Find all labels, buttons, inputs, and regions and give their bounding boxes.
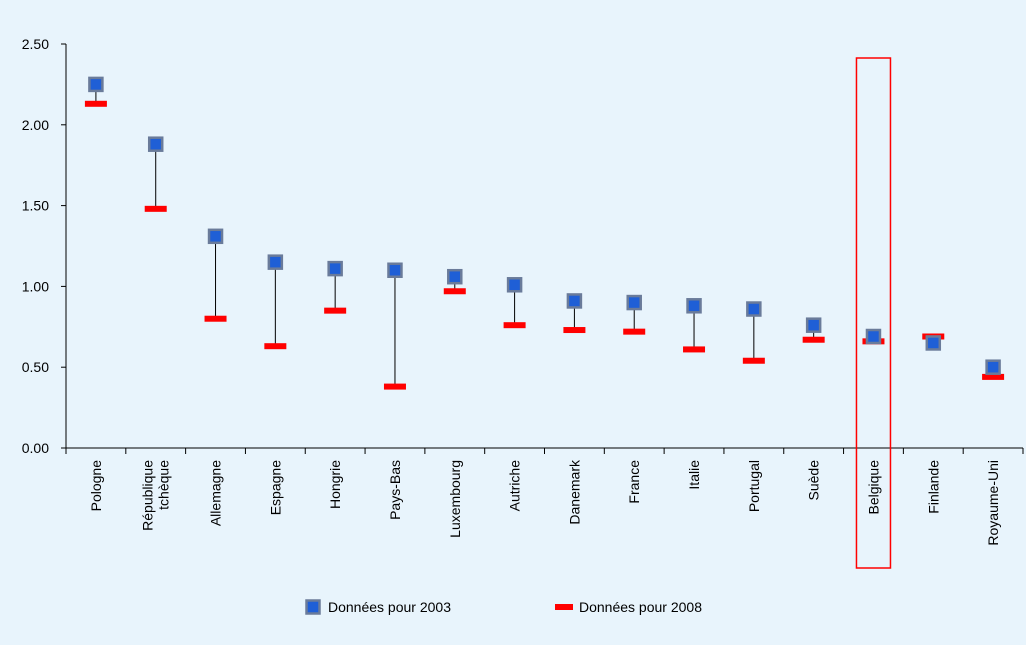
marker-2008 — [623, 328, 646, 335]
x-tick-label-line: Pays-Bas — [387, 460, 403, 520]
y-tick-label: 0.50 — [22, 359, 49, 375]
x-tick-label: Pologne — [88, 460, 104, 512]
x-tick-label: Suède — [806, 460, 822, 501]
x-tick-label-line: Allemagne — [208, 460, 224, 526]
marker-2003 — [865, 328, 882, 345]
marker-2003 — [985, 359, 1001, 375]
marker-2003 — [506, 277, 523, 293]
legend-label-2003: Données pour 2003 — [328, 599, 451, 615]
marker-2003 — [447, 268, 463, 285]
marker-2008 — [204, 315, 227, 322]
x-tick-label: République tchèque — [140, 460, 172, 531]
marker-2003 — [626, 294, 642, 311]
x-tick-label-line: Finlande — [925, 460, 941, 514]
y-tick-label: 1.50 — [22, 198, 49, 214]
x-tick-label-line: tchèque — [156, 460, 172, 510]
x-tick-label: Allemagne — [208, 460, 224, 526]
legend-label-2008: Données pour 2008 — [579, 599, 702, 615]
x-tick-label: France — [626, 460, 642, 504]
marker-2008 — [84, 100, 107, 107]
marker-2008 — [503, 322, 526, 329]
marker-2003 — [686, 298, 702, 314]
marker-2003 — [387, 262, 403, 278]
x-tick-label-line: Suède — [806, 460, 822, 501]
legend-marker-2008 — [555, 604, 573, 610]
x-tick-label: Hongrie — [327, 460, 343, 509]
x-tick-label-line: Portugal — [746, 460, 762, 512]
x-tick-label-line: République — [140, 460, 156, 531]
marker-2003 — [925, 335, 942, 351]
marks-layer — [84, 76, 1005, 390]
x-tick-label-line: Danemark — [566, 459, 582, 525]
marker-2008 — [443, 288, 466, 295]
x-tick-label-line: Belgique — [865, 460, 881, 515]
marker-2003 — [805, 317, 822, 333]
marker-2008 — [324, 307, 347, 314]
x-tick-label: Danemark — [566, 459, 582, 525]
marker-2003 — [207, 228, 224, 245]
legend-marker-2003 — [305, 599, 321, 615]
x-tick-label-line: Italie — [686, 460, 702, 490]
x-tick-label: Autriche — [507, 460, 523, 512]
marker-2003 — [327, 260, 343, 277]
marker-2003 — [88, 76, 104, 93]
x-tick-label-line: Royaume-Uni — [985, 460, 1001, 546]
x-tick-label: Pays-Bas — [387, 460, 403, 520]
marker-2003 — [746, 301, 762, 317]
marker-2008 — [742, 357, 765, 364]
marker-2008 — [383, 383, 406, 390]
y-tick-label: 1.00 — [22, 278, 49, 294]
marker-2008 — [264, 343, 287, 350]
x-tick-label-line: France — [626, 460, 642, 504]
labels-layer: 0.00 0.50 1.00 1.50 2.00 2.50 Pologne Républiqu… — [22, 36, 1001, 546]
legend: Données pour 2003 Données pour 2008 — [305, 599, 702, 615]
marker-2003 — [566, 293, 583, 309]
marker-2008 — [144, 205, 167, 212]
x-tick-label: Espagne — [267, 460, 283, 515]
highlight-layer — [855, 57, 892, 569]
connectors-layer — [95, 84, 994, 387]
y-tick-label: 2.50 — [22, 36, 49, 52]
marker-2003 — [267, 254, 284, 270]
x-tick-label-line: Espagne — [267, 460, 283, 515]
x-tick-label: Belgique — [865, 460, 881, 515]
axes-layer — [61, 43, 1024, 454]
x-tick-label: Italie — [686, 460, 702, 490]
marker-2008 — [683, 346, 706, 353]
marker-2003 — [147, 136, 164, 152]
marker-2008 — [982, 373, 1005, 380]
x-tick-label: Finlande — [925, 460, 941, 514]
highlight-box — [855, 57, 892, 569]
x-tick-label: Royaume-Uni — [985, 460, 1001, 546]
x-tick-label-line: Autriche — [507, 460, 523, 512]
marker-2008 — [563, 327, 586, 334]
y-tick-label: 2.00 — [22, 117, 49, 133]
x-tick-label: Portugal — [746, 460, 762, 512]
marker-2008 — [802, 336, 825, 343]
x-tick-label-line: Hongrie — [327, 460, 343, 509]
x-tick-label-line: Pologne — [88, 460, 104, 512]
y-tick-label: 0.00 — [22, 440, 49, 456]
x-tick-label-line: Luxembourg — [447, 460, 463, 538]
x-tick-label: Luxembourg — [447, 460, 463, 538]
